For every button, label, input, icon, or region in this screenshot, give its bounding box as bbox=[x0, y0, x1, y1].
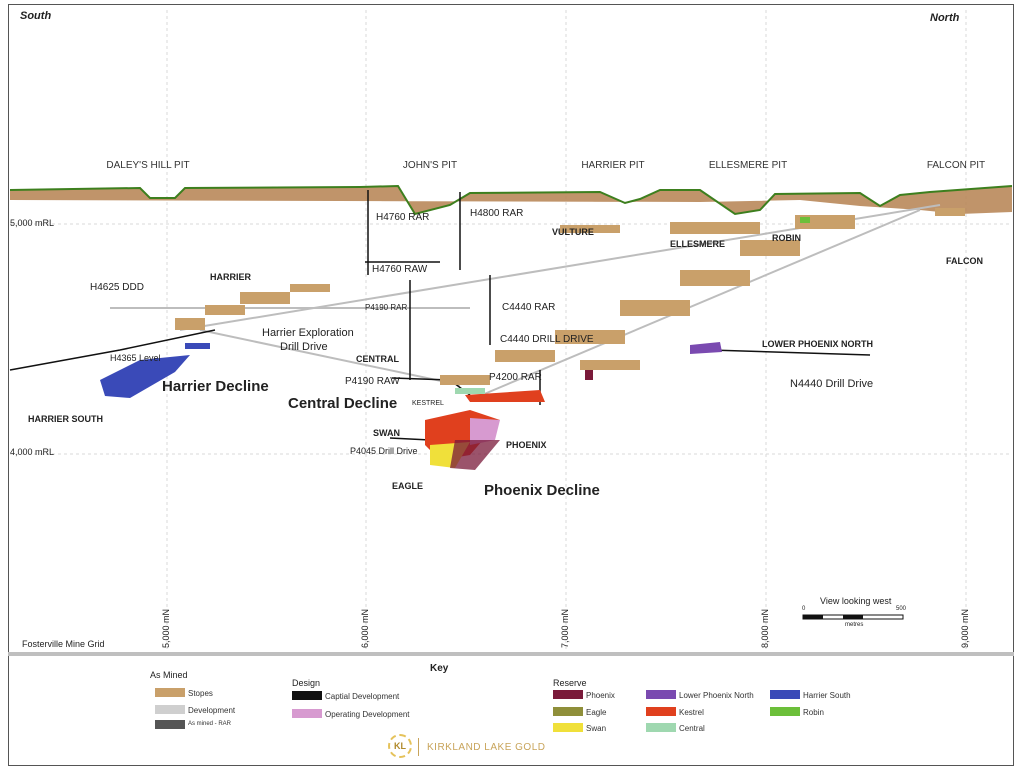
key-separator bbox=[8, 652, 1014, 656]
working-label-h4625-ddd: H4625 DDD bbox=[90, 282, 144, 293]
working-label-harrier-exploration: Harrier Exploration bbox=[262, 327, 354, 339]
surface-line bbox=[9, 184, 1013, 216]
scale-unit: metres bbox=[845, 622, 864, 628]
key-as-mined-heading: As Mined bbox=[150, 670, 188, 680]
zone-label-harrier: HARRIER bbox=[210, 272, 252, 282]
key-swatch-as-mined-rar bbox=[155, 720, 185, 729]
zone-label-swan: SWAN bbox=[373, 428, 400, 438]
scale-max: 500 bbox=[896, 606, 907, 612]
key-swatch-robin bbox=[770, 707, 800, 716]
easting-label-9000: 9,000 mN bbox=[960, 608, 970, 648]
stope-clusters bbox=[175, 208, 965, 385]
working-label-drill-drive: Drill Drive bbox=[280, 341, 328, 353]
zone-label-falcon: FALCON bbox=[946, 256, 983, 266]
easting-label-7000: 7,000 mN bbox=[560, 608, 570, 648]
zone-label-ellesmere: ELLESMERE bbox=[670, 239, 726, 249]
key-label-phoenix: Phoenix bbox=[586, 691, 615, 700]
level-label-5000: 5,000 mRL bbox=[10, 218, 55, 228]
working-label-p4045-drill-drive: P4045 Drill Drive bbox=[350, 446, 418, 456]
decline-label-central: Central Decline bbox=[288, 395, 398, 412]
key-swatch-lower-phoenix-north bbox=[646, 690, 676, 699]
key-swatch-operating-development bbox=[292, 709, 322, 718]
pit-label-ellesmere: ELLESMERE PIT bbox=[708, 160, 788, 171]
key-label-central: Central bbox=[679, 724, 705, 733]
zone-label-eagle: EAGLE bbox=[392, 481, 424, 491]
company-logo-text: KIRKLAND LAKE GOLD bbox=[427, 742, 546, 753]
key-swatch-swan bbox=[553, 723, 583, 732]
key-label-development: Development bbox=[188, 706, 236, 715]
working-label-c4440-drill-drive: C4440 DRILL DRIVE bbox=[500, 334, 594, 345]
diagram-frame bbox=[8, 4, 1014, 766]
key-label-lower-phoenix-north: Lower Phoenix North bbox=[679, 691, 754, 700]
zone-label-robin: ROBIN bbox=[772, 233, 801, 243]
key-label-harrier-south: Harrier South bbox=[803, 691, 851, 700]
pit-label-daleys-hill: DALEY'S HILL PIT bbox=[106, 160, 190, 171]
key-label-eagle: Eagle bbox=[586, 708, 607, 717]
working-label-n4440-drill-drive: N4440 Drill Drive bbox=[790, 378, 874, 390]
decline-label-phoenix: Phoenix Decline bbox=[484, 482, 600, 499]
grid-label: Fosterville Mine Grid bbox=[22, 639, 105, 649]
key-swatch-eagle bbox=[553, 707, 583, 716]
key-swatch-phoenix bbox=[553, 690, 583, 699]
pit-label-harrier: HARRIER PIT bbox=[581, 160, 645, 171]
working-label-c4440-rar: C4440 RAR bbox=[502, 302, 556, 313]
easting-label-5000: 5,000 mN bbox=[161, 608, 171, 648]
zone-label-vulture: VULTURE bbox=[552, 227, 594, 237]
easting-label-6000: 6,000 mN bbox=[360, 608, 370, 648]
working-label-p4190-raw: P4190 RAW bbox=[345, 376, 400, 387]
scale-title: View looking west bbox=[820, 596, 892, 606]
working-label-h4760-rar: H4760 RAR bbox=[376, 212, 430, 223]
key-label-robin: Robin bbox=[803, 708, 824, 717]
key-swatch-capital-development bbox=[292, 691, 322, 700]
key-swatch-development bbox=[155, 705, 185, 714]
working-label-h4365-level: H4365 Level bbox=[110, 353, 161, 363]
zone-label-central: CENTRAL bbox=[356, 354, 399, 364]
working-label-h4760-raw: H4760 RAW bbox=[372, 264, 428, 275]
key-swatch-kestrel bbox=[646, 707, 676, 716]
zone-label-lower-phoenix-north: LOWER PHOENIX NORTH bbox=[762, 339, 874, 349]
key-swatch-central bbox=[646, 723, 676, 732]
level-label-4000: 4,000 mRL bbox=[10, 447, 55, 457]
pit-label-johns: JOHN'S PIT bbox=[402, 160, 458, 171]
pit-label-falcon: FALCON PIT bbox=[926, 160, 986, 171]
working-label-p4190-rar: P4190 RAR bbox=[365, 303, 408, 312]
key-swatch-harrier-south bbox=[770, 690, 800, 699]
key-label-swan: Swan bbox=[586, 724, 607, 733]
scale-zero: 0 bbox=[802, 606, 806, 612]
key-label-capital-development: Captial Development bbox=[325, 692, 400, 701]
decline-label-harrier: Harrier Decline bbox=[162, 378, 269, 395]
key-label-kestrel: Kestrel bbox=[679, 708, 704, 717]
zone-label-harrier-south: HARRIER SOUTH bbox=[28, 414, 104, 424]
key-design-heading: Design bbox=[292, 678, 321, 688]
key-swatch-stopes bbox=[155, 688, 185, 697]
company-logo-icon: KL bbox=[388, 734, 412, 758]
reserve-blobs bbox=[100, 217, 810, 470]
logo-divider bbox=[418, 738, 419, 756]
key-label-operating-development: Operating Development bbox=[325, 710, 410, 719]
long-section-diagram bbox=[9, 10, 1013, 650]
zone-label-phoenix: PHOENIX bbox=[506, 440, 547, 450]
north-label: North bbox=[930, 12, 960, 24]
zone-label-kestrel: KESTREL bbox=[412, 400, 444, 407]
key-label-stopes: Stopes bbox=[188, 689, 213, 698]
key-title: Key bbox=[430, 663, 449, 674]
key-label-as-mined-rar: As mined - RAR bbox=[188, 721, 232, 727]
working-label-p4200-rar: P4200 RAR bbox=[489, 372, 542, 383]
south-label: South bbox=[20, 10, 52, 22]
scale-bar bbox=[802, 614, 904, 620]
key-reserve-heading: Reserve bbox=[553, 678, 587, 688]
easting-label-8000: 8,000 mN bbox=[760, 608, 770, 648]
working-label-h4800-rar: H4800 RAR bbox=[470, 208, 524, 219]
